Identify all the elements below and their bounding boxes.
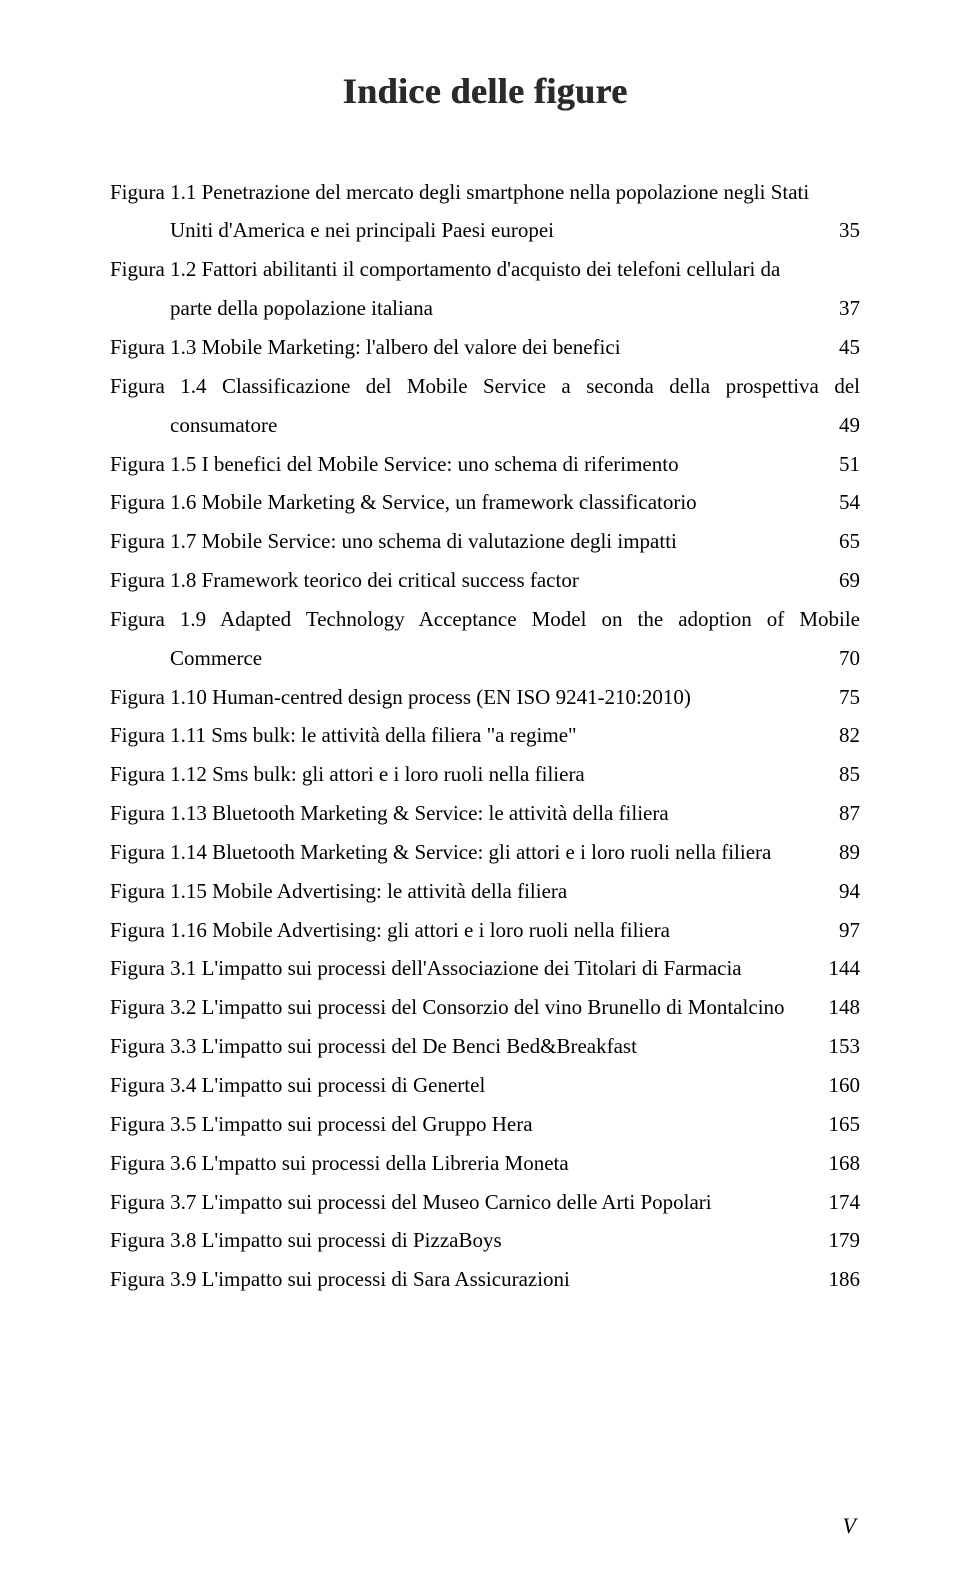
entry-page-number: 82 <box>802 716 860 755</box>
entry-text: Figura 1.6 Mobile Marketing & Service, u… <box>110 483 802 522</box>
entry-page-number: 179 <box>802 1221 860 1260</box>
entry-page-number: 35 <box>802 211 860 250</box>
figure-entry: parte della popolazione italiana37 <box>110 289 860 328</box>
entry-text: Figura 1.5 I benefici del Mobile Service… <box>110 445 802 484</box>
figure-entry: Figura 3.8 L'impatto sui processi di Piz… <box>110 1221 860 1260</box>
figure-entry: Figura 3.5 L'impatto sui processi del Gr… <box>110 1105 860 1144</box>
figure-entry: Figura 3.2 L'impatto sui processi del Co… <box>110 988 860 1027</box>
entry-page-number: 165 <box>802 1105 860 1144</box>
entry-text: Figura 1.15 Mobile Advertising: le attiv… <box>110 872 802 911</box>
figure-entry: Figura 3.1 L'impatto sui processi dell'A… <box>110 949 860 988</box>
entry-text: Figura 1.9 Adapted Technology Acceptance… <box>110 600 860 639</box>
entry-text: Figura 1.8 Framework teorico dei critica… <box>110 561 802 600</box>
entry-text: Figura 1.1 Penetrazione del mercato degl… <box>110 173 860 212</box>
figure-entry: Figura 1.12 Sms bulk: gli attori e i lor… <box>110 755 860 794</box>
entry-page-number: 49 <box>802 406 860 445</box>
entry-text: Figura 1.3 Mobile Marketing: l'albero de… <box>110 328 802 367</box>
entry-text: Figura 1.4 Classificazione del Mobile Se… <box>110 367 860 406</box>
entry-text: Figura 1.16 Mobile Advertising: gli atto… <box>110 911 802 950</box>
entry-page-number: 65 <box>802 522 860 561</box>
entry-page-number: 45 <box>802 328 860 367</box>
figure-entry: Figura 1.3 Mobile Marketing: l'albero de… <box>110 328 860 367</box>
entry-text: Figura 3.7 L'impatto sui processi del Mu… <box>110 1183 802 1222</box>
entry-page-number: 168 <box>802 1144 860 1183</box>
entry-page-number: 85 <box>802 755 860 794</box>
entry-text: consumatore <box>110 406 802 445</box>
entry-page-number: 160 <box>802 1066 860 1105</box>
entry-text: Figura 3.9 L'impatto sui processi di Sar… <box>110 1260 802 1299</box>
entry-text: Figura 3.2 L'impatto sui processi del Co… <box>110 988 802 1027</box>
figure-entry: Figura 1.16 Mobile Advertising: gli atto… <box>110 911 860 950</box>
entry-text: parte della popolazione italiana <box>110 289 802 328</box>
page-title: Indice delle figure <box>110 58 860 125</box>
entry-page-number: 97 <box>802 911 860 950</box>
entry-page-number: 153 <box>802 1027 860 1066</box>
entry-page-number: 148 <box>802 988 860 1027</box>
entry-page-number: 89 <box>802 833 860 872</box>
figure-entry: Figura 1.4 Classificazione del Mobile Se… <box>110 367 860 406</box>
entry-text: Figura 1.11 Sms bulk: le attività della … <box>110 716 802 755</box>
figure-entry: Figura 1.7 Mobile Service: uno schema di… <box>110 522 860 561</box>
figure-entry: Figura 1.11 Sms bulk: le attività della … <box>110 716 860 755</box>
entry-text: Figura 1.14 Bluetooth Marketing & Servic… <box>110 833 802 872</box>
figure-entry: Figura 1.2 Fattori abilitanti il comport… <box>110 250 860 289</box>
entry-text: Figura 1.12 Sms bulk: gli attori e i lor… <box>110 755 802 794</box>
entry-page-number: 37 <box>802 289 860 328</box>
figure-entry: Figura 1.9 Adapted Technology Acceptance… <box>110 600 860 639</box>
figure-entry: Figura 1.15 Mobile Advertising: le attiv… <box>110 872 860 911</box>
entry-page-number: 144 <box>802 949 860 988</box>
entry-page-number: 186 <box>802 1260 860 1299</box>
entry-text: Figura 3.1 L'impatto sui processi dell'A… <box>110 949 802 988</box>
figure-list: Figura 1.1 Penetrazione del mercato degl… <box>110 173 860 1299</box>
figure-entry: Figura 1.6 Mobile Marketing & Service, u… <box>110 483 860 522</box>
page-number-footer: V <box>843 1506 856 1547</box>
figure-entry: Figura 1.5 I benefici del Mobile Service… <box>110 445 860 484</box>
entry-page-number: 70 <box>802 639 860 678</box>
figure-entry: Figura 3.7 L'impatto sui processi del Mu… <box>110 1183 860 1222</box>
entry-text: Figura 3.6 L'mpatto sui processi della L… <box>110 1144 802 1183</box>
figure-entry: Figura 1.1 Penetrazione del mercato degl… <box>110 173 860 212</box>
entry-text: Figura 1.2 Fattori abilitanti il comport… <box>110 250 860 289</box>
figure-entry: Figura 3.9 L'impatto sui processi di Sar… <box>110 1260 860 1299</box>
figure-entry: Figura 1.14 Bluetooth Marketing & Servic… <box>110 833 860 872</box>
entry-page-number: 174 <box>802 1183 860 1222</box>
figure-entry: Figura 3.4 L'impatto sui processi di Gen… <box>110 1066 860 1105</box>
entry-text: Figura 3.3 L'impatto sui processi del De… <box>110 1027 802 1066</box>
entry-text: Figura 3.5 L'impatto sui processi del Gr… <box>110 1105 802 1144</box>
figure-entry: Figura 1.10 Human-centred design process… <box>110 678 860 717</box>
entry-page-number: 54 <box>802 483 860 522</box>
entry-page-number: 94 <box>802 872 860 911</box>
figure-entry: Figura 1.13 Bluetooth Marketing & Servic… <box>110 794 860 833</box>
figure-entry: Figura 3.6 L'mpatto sui processi della L… <box>110 1144 860 1183</box>
entry-page-number: 75 <box>802 678 860 717</box>
page-container: Indice delle figure Figura 1.1 Penetrazi… <box>0 0 960 1589</box>
entry-text: Figura 1.10 Human-centred design process… <box>110 678 802 717</box>
entry-text: Uniti d'America e nei principali Paesi e… <box>110 211 802 250</box>
entry-page-number: 69 <box>802 561 860 600</box>
entry-page-number: 87 <box>802 794 860 833</box>
entry-text: Figura 3.4 L'impatto sui processi di Gen… <box>110 1066 802 1105</box>
entry-text: Figura 1.7 Mobile Service: uno schema di… <box>110 522 802 561</box>
figure-entry: Figura 3.3 L'impatto sui processi del De… <box>110 1027 860 1066</box>
entry-text: Figura 3.8 L'impatto sui processi di Piz… <box>110 1221 802 1260</box>
figure-entry: Commerce70 <box>110 639 860 678</box>
figure-entry: Figura 1.8 Framework teorico dei critica… <box>110 561 860 600</box>
entry-page-number: 51 <box>802 445 860 484</box>
entry-text: Figura 1.13 Bluetooth Marketing & Servic… <box>110 794 802 833</box>
figure-entry: consumatore49 <box>110 406 860 445</box>
entry-text: Commerce <box>110 639 802 678</box>
figure-entry: Uniti d'America e nei principali Paesi e… <box>110 211 860 250</box>
